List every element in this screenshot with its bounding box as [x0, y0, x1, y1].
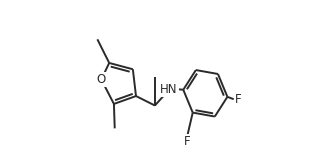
- Text: O: O: [97, 73, 106, 86]
- Text: HN: HN: [160, 83, 178, 96]
- Text: F: F: [184, 135, 191, 148]
- Text: F: F: [235, 93, 242, 106]
